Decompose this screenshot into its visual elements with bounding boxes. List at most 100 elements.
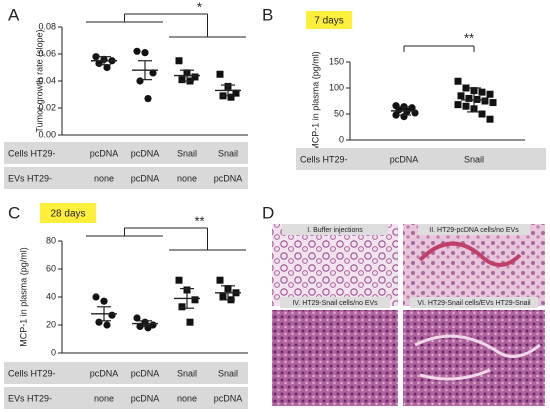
data-point <box>486 115 494 123</box>
data-point <box>465 94 473 102</box>
data-point <box>392 111 400 119</box>
table-cell: Cells HT29- <box>8 148 56 158</box>
data-point <box>462 84 470 92</box>
table-row <box>4 142 248 164</box>
data-point <box>454 101 462 109</box>
panel-letter: C <box>8 203 20 222</box>
data-point <box>219 293 227 301</box>
histology-image <box>272 224 398 306</box>
y-tick-label: 150 <box>329 56 344 66</box>
y-axis-label: Tumor growth rate (slope) <box>34 29 44 132</box>
table-cell: Snail <box>177 148 197 158</box>
panel-letter: D <box>262 203 274 222</box>
y-tick-label: 60 <box>46 263 56 273</box>
y-tick-label: 100 <box>329 82 344 92</box>
vessel <box>418 241 522 267</box>
badge: 7 days <box>314 16 343 27</box>
table-row <box>4 387 248 409</box>
data-point <box>141 49 149 57</box>
table-row <box>4 362 248 384</box>
table-cell: Snail <box>218 148 238 158</box>
data-point <box>191 73 199 81</box>
data-point <box>216 70 224 78</box>
table-cell: pcDNA <box>214 393 243 403</box>
table-cell: none <box>94 173 114 183</box>
caption-box <box>282 224 388 235</box>
table-cell: none <box>94 393 114 403</box>
table-cell: Cells HT29- <box>300 154 348 164</box>
histology-image <box>403 310 545 406</box>
data-point <box>92 53 100 61</box>
data-point <box>144 94 152 103</box>
y-tick-label: 0.04 <box>38 75 56 85</box>
data-point <box>100 297 108 305</box>
y-tick-label: 50 <box>334 108 344 118</box>
data-point <box>478 88 486 96</box>
data-point <box>395 106 403 114</box>
y-tick-label: 80 <box>46 235 56 245</box>
data-point <box>457 92 465 100</box>
significance: ** <box>194 213 204 228</box>
data-point <box>175 276 183 284</box>
data-point <box>489 99 497 107</box>
badge-box <box>306 11 352 29</box>
data-point <box>175 57 183 65</box>
table-cell: none <box>177 173 197 183</box>
table-cell: pcDNA <box>90 368 119 378</box>
y-axis-label: MCP-1 in plasma (pg/ml) <box>18 247 28 347</box>
y-tick-label: 40 <box>46 291 56 301</box>
data-point <box>227 93 235 101</box>
y-tick-label: 0.06 <box>38 48 56 58</box>
histology-image <box>403 224 545 306</box>
caption-box <box>418 224 530 235</box>
y-tick-label: 0.00 <box>38 129 56 139</box>
vessel <box>414 334 541 381</box>
y-axis-label: MCP-1 in plasma (pg/ml) <box>310 51 320 151</box>
data-point <box>486 90 494 98</box>
badge-box <box>40 203 96 223</box>
table-cell: pcDNA <box>390 154 419 164</box>
panel-letter: A <box>8 5 20 24</box>
data-point <box>178 303 186 311</box>
data-point <box>108 311 116 319</box>
table-row <box>4 167 248 189</box>
data-point <box>408 104 416 112</box>
table-cell: pcDNA <box>131 368 160 378</box>
table-cell: pcDNA <box>131 148 160 158</box>
table-cell: EVs HT29- <box>8 173 52 183</box>
table-cell: Snail <box>464 154 484 164</box>
data-point <box>103 321 111 329</box>
caption: VI. HT29-Snail cells/EVs HT29-Snail <box>417 300 531 307</box>
table-cell: pcDNA <box>131 173 160 183</box>
data-point <box>178 76 186 84</box>
data-point <box>149 69 157 77</box>
table-cell: Snail <box>218 368 238 378</box>
y-tick-label: 0 <box>51 347 56 357</box>
caption-box <box>280 297 390 308</box>
panel-letter: B <box>262 5 273 24</box>
caption-box <box>410 297 538 308</box>
data-point <box>462 102 470 110</box>
caption: IV. HT29-Snail cells/no EVs <box>292 300 378 307</box>
data-point <box>481 97 489 105</box>
table-cell: pcDNA <box>90 148 119 158</box>
y-tick-label: 20 <box>46 319 56 329</box>
data-point <box>92 293 100 301</box>
histology-image <box>272 310 398 406</box>
y-tick-label: 0.02 <box>38 102 56 112</box>
histology-panel: D I. Buffer injections II. HT29-pcDNA ce… <box>262 203 545 406</box>
table-row <box>296 148 546 170</box>
table-cell: none <box>177 393 197 403</box>
table-cell: Snail <box>177 368 197 378</box>
data-point <box>216 276 224 284</box>
data-point <box>136 77 144 85</box>
significance: ** <box>464 30 474 45</box>
data-point <box>133 47 141 55</box>
badge: 28 days <box>50 209 85 220</box>
table-cell: pcDNA <box>131 393 160 403</box>
table-cell: Cells HT29- <box>8 368 56 378</box>
table-cell: pcDNA <box>214 173 243 183</box>
data-point <box>478 110 486 118</box>
y-tick-label: 0.08 <box>38 21 56 31</box>
